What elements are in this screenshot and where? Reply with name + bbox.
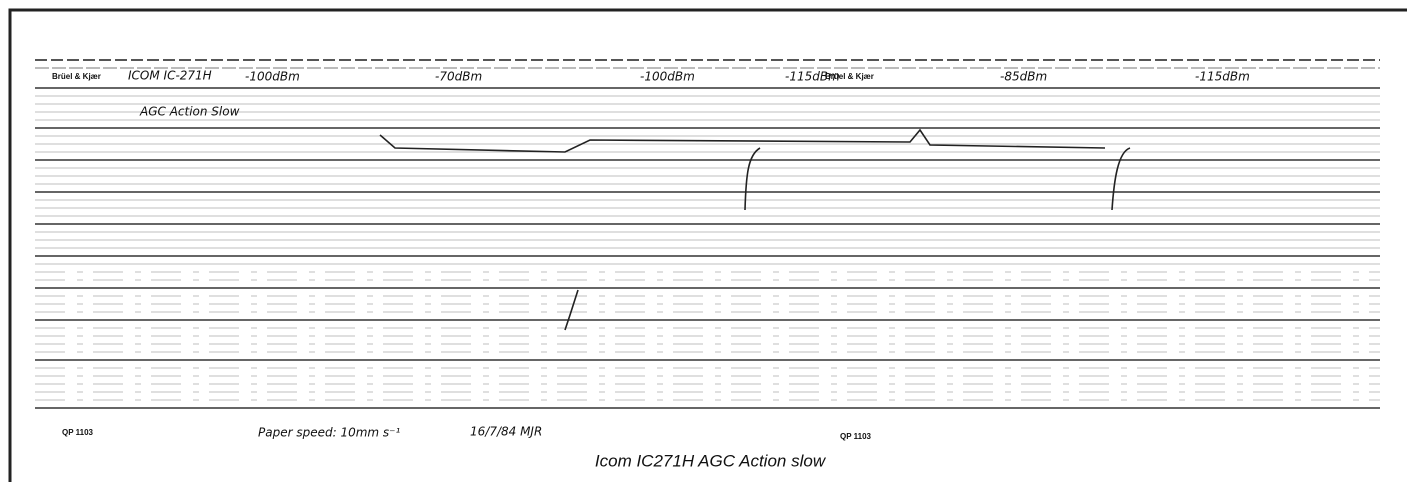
paper-grid <box>35 87 1380 409</box>
caption: Icom IC271H AGC Action slow <box>595 451 827 470</box>
date: 16/7/84 MJR <box>470 425 542 439</box>
code: QP 1103 <box>62 428 94 437</box>
level-label: -70dBm <box>435 70 482 84</box>
level-label: -85dBm <box>1000 70 1047 84</box>
level-label: -100dBm <box>640 70 695 84</box>
level-label: -115dBm <box>1195 70 1250 84</box>
code: QP 1103 <box>840 432 872 441</box>
title: ICOM IC-271H <box>128 69 212 83</box>
level-label: -115dBm <box>785 70 840 84</box>
brand: Brüel & Kjær <box>825 72 874 81</box>
paper-speed: Paper speed: 10mm s⁻¹ <box>258 426 400 440</box>
frame <box>8 8 1407 482</box>
pen-trace <box>379 128 1131 331</box>
level-label: -100dBm <box>245 70 300 84</box>
brand: Brüel & Kjær <box>52 72 101 81</box>
subtitle: AGC Action Slow <box>139 105 240 119</box>
